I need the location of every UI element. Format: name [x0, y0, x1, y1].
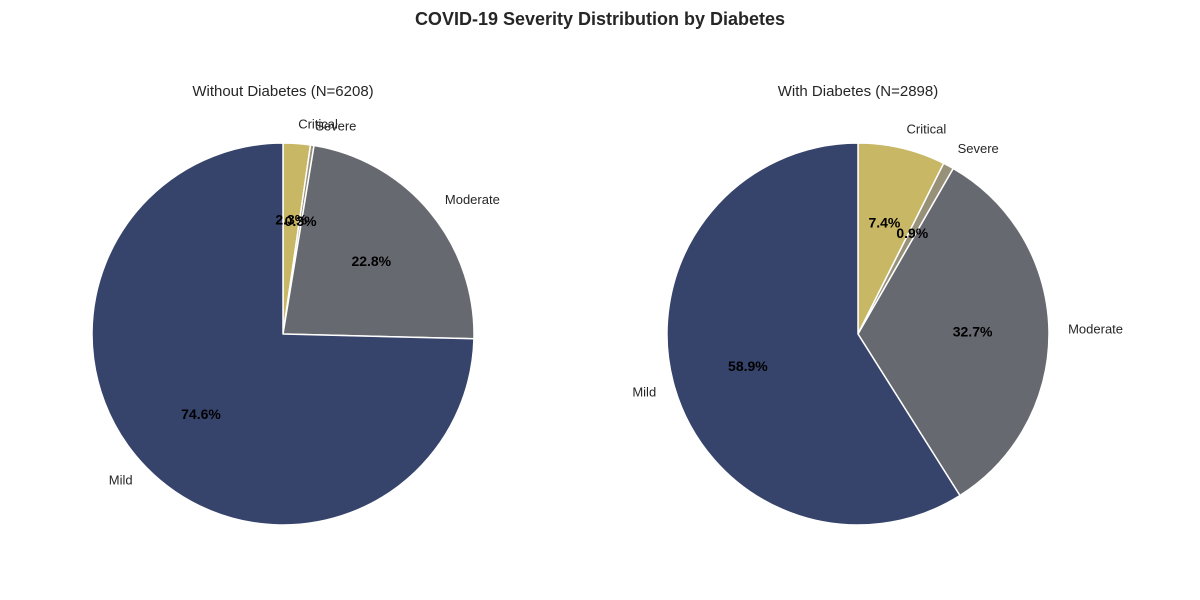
subplot-title-with-diabetes: With Diabetes (N=2898)	[778, 83, 939, 100]
slice-label-critical: Critical	[298, 116, 338, 131]
pct-label-mild: 74.6%	[181, 406, 221, 422]
pie-slices	[91, 142, 475, 526]
figure-title: COVID-19 Severity Distribution by Diabet…	[414, 9, 786, 29]
slice-label-critical: Critical	[907, 122, 947, 137]
slice-label-severe: Severe	[315, 118, 356, 133]
slice-label-mild: Mild	[109, 473, 133, 488]
pie-labels: Critical 7.4% Severe 0.9% Moderate 32.7% Mild 5…	[632, 122, 1123, 400]
slice-label-moderate: Moderate	[445, 192, 500, 207]
pie-slice-moderate	[857, 167, 1050, 497]
pct-label-critical: 2.3%	[275, 212, 307, 228]
slice-label-mild: Mild	[632, 384, 656, 399]
pct-label-critical: 7.4%	[868, 215, 900, 231]
pie-without-diabetes: Without Diabetes (N=6208) Critical 2.3% Se…	[91, 83, 500, 526]
pct-label-moderate: 32.7%	[953, 324, 993, 340]
pct-label-severe: 0.3%	[285, 213, 317, 229]
slice-label-severe: Severe	[958, 141, 999, 156]
pie-slice-mild	[666, 142, 961, 526]
pct-label-severe: 0.9%	[896, 225, 928, 241]
pie-labels: Critical 2.3% Severe 0.3% Moderate 22.8% Mild 7…	[109, 116, 500, 487]
pie-with-diabetes: With Diabetes (N=2898) Critical 7.4% Sever…	[632, 83, 1123, 526]
subplot-title-without-diabetes: Without Diabetes (N=6208)	[192, 83, 373, 100]
pct-label-mild: 58.9%	[728, 358, 768, 374]
pct-label-moderate: 22.8%	[351, 253, 391, 269]
pie-slice-moderate	[282, 144, 475, 340]
slice-label-moderate: Moderate	[1068, 322, 1123, 337]
pie-slices	[666, 142, 1050, 526]
pie-slice-mild	[91, 142, 475, 526]
